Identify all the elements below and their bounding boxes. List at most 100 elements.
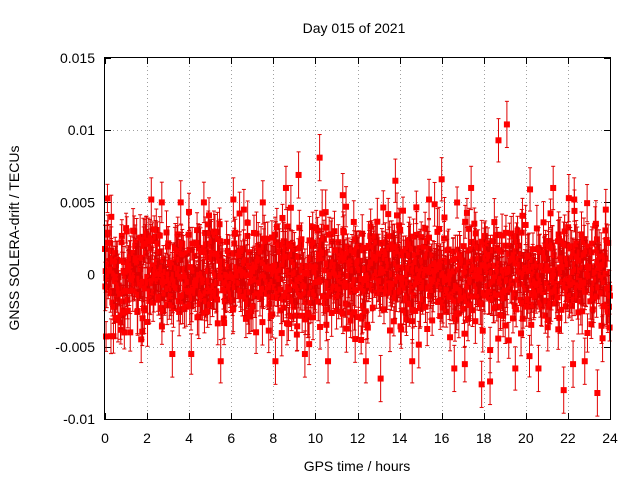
- data-point-outlier: [409, 339, 416, 384]
- data-point: [386, 308, 393, 353]
- data-point-outlier: [230, 177, 237, 222]
- data-point-outlier: [272, 337, 279, 385]
- data-point: [565, 173, 572, 223]
- y-axis-title: GNSS SOLERA-drift / TECUs: [6, 146, 22, 331]
- data-point-outlier: [495, 118, 502, 163]
- data-point: [526, 334, 533, 378]
- x-tick-label: 4: [185, 430, 193, 446]
- data-point-outlier: [158, 181, 165, 224]
- data-point: [593, 275, 600, 318]
- y-tick-label: 0.005: [60, 194, 95, 210]
- x-tick-label: 8: [269, 430, 277, 446]
- y-tick-labels: -0.01 -0.005 0 0.005 0.01 0.015: [55, 50, 95, 427]
- y-tick-label: -0.01: [63, 411, 95, 427]
- y-tick-label: 0.015: [60, 50, 95, 66]
- y-tick-label: 0.01: [68, 122, 95, 138]
- data-point: [317, 304, 324, 350]
- data-point-outlier: [169, 330, 176, 378]
- data-point-outlier: [571, 177, 578, 222]
- data-point-outlier: [560, 366, 567, 414]
- x-tick-label: 22: [560, 430, 576, 446]
- data-point-outlier: [527, 167, 534, 212]
- data-point-outlier: [362, 339, 369, 384]
- data-point: [584, 313, 591, 353]
- data-point-outlier: [240, 188, 247, 231]
- x-axis-title: GPS time / hours: [304, 458, 411, 474]
- data-point-outlier: [581, 337, 588, 385]
- x-tick-label: 24: [602, 430, 618, 446]
- data-point-outlier: [316, 134, 323, 182]
- data-point-outlier: [217, 339, 224, 384]
- data-point: [214, 301, 221, 346]
- data-point-outlier: [104, 225, 111, 261]
- data-point-outlier: [594, 369, 601, 417]
- data-point: [599, 314, 606, 363]
- data-point: [447, 323, 454, 352]
- data-point: [519, 197, 526, 234]
- data-point: [232, 218, 239, 247]
- data-point: [351, 293, 358, 331]
- data-point: [606, 281, 613, 310]
- data-point-outlier: [325, 339, 332, 384]
- x-tick-labels: 0 2 4 6 8 10 12 14 16 18 20 22 24: [101, 430, 618, 446]
- data-point-outlier: [108, 194, 115, 239]
- data-point-outlier: [426, 178, 433, 221]
- data-point: [306, 323, 313, 366]
- x-tick-label: 16: [434, 430, 450, 446]
- data-point-outlier: [512, 346, 519, 391]
- data-point-outlier: [550, 165, 557, 211]
- data-point: [472, 298, 479, 344]
- data-point-outlier: [602, 188, 609, 231]
- data-point: [461, 319, 468, 348]
- data-point: [385, 197, 392, 231]
- data-layer: [102, 100, 613, 417]
- x-tick-label: 20: [518, 430, 534, 446]
- data-point-outlier: [259, 180, 266, 225]
- y-tick-label: -0.005: [55, 339, 95, 355]
- data-point-outlier: [438, 157, 445, 202]
- data-point: [123, 212, 130, 244]
- data-point-outlier: [295, 151, 302, 199]
- data-point-outlier: [127, 313, 134, 352]
- data-point: [223, 220, 230, 264]
- data-point: [185, 192, 192, 232]
- data-point: [454, 186, 461, 219]
- data-point: [287, 185, 294, 231]
- x-tick-label: 14: [392, 430, 408, 446]
- data-point: [358, 325, 365, 355]
- data-point: [397, 307, 404, 345]
- data-point-outlier: [468, 165, 475, 211]
- data-point-outlier: [503, 100, 510, 149]
- data-point: [364, 311, 371, 344]
- x-tick-label: 6: [227, 430, 235, 446]
- data-point: [402, 235, 409, 265]
- plot-frame: [104, 57, 611, 420]
- data-point-outlier: [478, 360, 485, 408]
- data-point-outlier: [301, 330, 308, 378]
- data-point-outlier: [535, 344, 542, 393]
- data-point: [461, 345, 468, 383]
- y-tick-label: 0: [87, 267, 95, 283]
- data-point: [424, 311, 431, 347]
- data-point-outlier: [188, 333, 195, 375]
- chart-title: Day 015 of 2021: [303, 20, 406, 36]
- data-point: [236, 191, 243, 236]
- data-point: [323, 212, 330, 243]
- data-point: [584, 184, 591, 223]
- x-tick-label: 12: [350, 430, 366, 446]
- data-point: [505, 321, 512, 359]
- data-point-outlier: [392, 158, 399, 203]
- data-point: [570, 340, 577, 388]
- data-point: [343, 186, 350, 228]
- data-point: [104, 183, 111, 214]
- data-point-outlier: [177, 180, 184, 225]
- data-point-outlier: [339, 173, 346, 218]
- data-point: [605, 224, 612, 262]
- data-point: [412, 294, 419, 328]
- data-point-outlier: [112, 297, 119, 339]
- data-point-outlier: [487, 357, 494, 406]
- data-point: [121, 315, 128, 350]
- x-tick-label: 18: [476, 430, 492, 446]
- data-point: [123, 216, 130, 247]
